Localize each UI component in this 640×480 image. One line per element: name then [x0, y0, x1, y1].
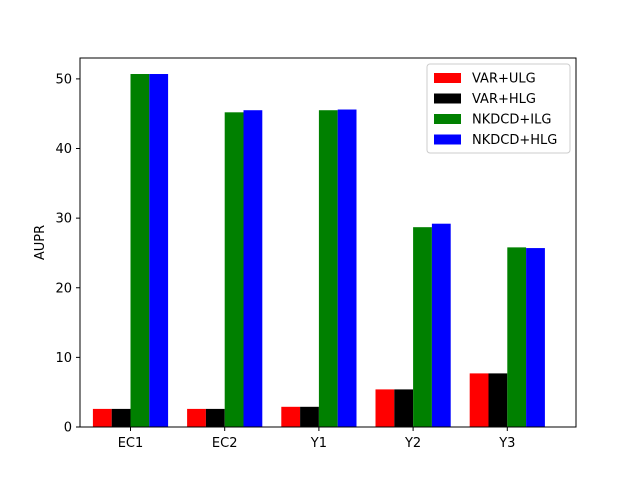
bar-var-ulg-y3 [469, 373, 489, 427]
y-tick-label: 20 [55, 281, 72, 296]
legend-swatch [434, 73, 461, 83]
x-tick-label: EC1 [118, 436, 144, 451]
y-tick-label: 10 [55, 351, 72, 366]
legend: VAR+ULG VAR+HLG NKDCD+ILG NKDCD+HLG [426, 63, 571, 154]
legend-swatch [434, 114, 461, 124]
bar-nkdcd-ilg-ec1 [130, 74, 150, 427]
bar-nkdcd-ilg-y3 [507, 247, 527, 427]
x-axis: EC1 EC2 Y1 Y2 Y3 [118, 427, 515, 451]
y-tick-label: 30 [55, 212, 72, 227]
y-axis-label: AUPR [33, 225, 48, 260]
x-tick-label: Y1 [310, 436, 327, 451]
legend-box [426, 63, 571, 154]
bar-var-hlg-y3 [488, 373, 508, 427]
bar-var-ulg-ec2 [187, 408, 206, 427]
bar-var-hlg-y1 [300, 406, 319, 427]
bar-var-hlg-ec2 [205, 408, 225, 427]
legend-swatch [434, 134, 461, 145]
legend-entry-label: VAR+ULG [472, 72, 536, 87]
bar-var-hlg-ec1 [111, 408, 131, 427]
x-tick-label: EC2 [212, 436, 238, 451]
y-axis: 0 10 20 30 40 50 [55, 72, 80, 436]
bars-layer [92, 74, 545, 428]
bar-var-ulg-ec1 [92, 408, 112, 427]
bar-nkdcd-hlg-ec1 [149, 74, 169, 427]
plot-area-frame [79, 57, 577, 428]
y-tick-label: 0 [64, 421, 72, 436]
bar-nkdcd-hlg-y3 [526, 248, 545, 427]
bar-nkdcd-hlg-ec2 [243, 110, 263, 427]
legend-entry-label: NKDCD+HLG [472, 133, 557, 148]
bar-var-ulg-y2 [375, 389, 395, 427]
bar-nkdcd-ilg-y1 [318, 110, 338, 427]
x-tick-label: Y2 [404, 436, 421, 451]
legend-entry-label: VAR+HLG [472, 92, 536, 107]
y-tick-label: 50 [55, 72, 72, 87]
bar-nkdcd-ilg-y2 [413, 227, 432, 427]
legend-entry-label: NKDCD+ILG [472, 113, 551, 128]
x-tick-label: Y3 [498, 436, 515, 451]
y-tick-label: 40 [55, 142, 72, 157]
bar-var-hlg-y2 [394, 389, 414, 427]
bar-var-ulg-y1 [281, 406, 301, 427]
bar-nkdcd-hlg-y2 [431, 223, 451, 427]
bar-nkdcd-hlg-y1 [337, 109, 357, 428]
legend-swatch [434, 93, 461, 104]
bar-nkdcd-ilg-ec2 [224, 112, 244, 427]
